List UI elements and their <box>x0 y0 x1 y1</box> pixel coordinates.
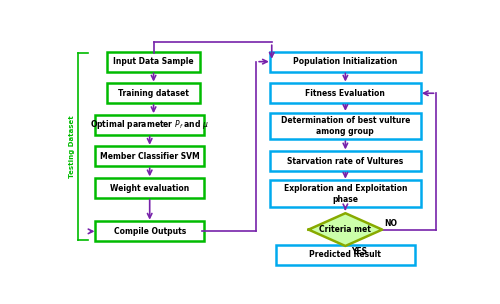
Text: Predicted Result: Predicted Result <box>310 250 382 259</box>
Text: Determination of best vulture
among group: Determination of best vulture among grou… <box>280 116 410 136</box>
Text: Weight evaluation: Weight evaluation <box>110 184 190 192</box>
FancyBboxPatch shape <box>96 221 204 241</box>
Text: Compile Outputs: Compile Outputs <box>114 227 186 236</box>
Text: Member Classifier SVM: Member Classifier SVM <box>100 152 200 161</box>
FancyBboxPatch shape <box>96 115 204 135</box>
FancyBboxPatch shape <box>96 178 204 198</box>
Text: Criteria met: Criteria met <box>320 225 372 234</box>
Text: Population Initialization: Population Initialization <box>293 57 398 66</box>
FancyBboxPatch shape <box>270 52 421 72</box>
FancyBboxPatch shape <box>270 112 421 140</box>
Text: Input Data Sample: Input Data Sample <box>113 57 194 66</box>
Text: Starvation rate of Vultures: Starvation rate of Vultures <box>287 157 404 166</box>
FancyBboxPatch shape <box>107 52 200 72</box>
FancyBboxPatch shape <box>270 181 421 207</box>
Text: Exploration and Exploitation
phase: Exploration and Exploitation phase <box>284 184 407 204</box>
FancyBboxPatch shape <box>270 151 421 171</box>
Text: NO: NO <box>384 219 397 228</box>
Text: YES: YES <box>351 247 367 256</box>
FancyBboxPatch shape <box>270 83 421 103</box>
Text: Fitness Evaluation: Fitness Evaluation <box>306 89 386 98</box>
Polygon shape <box>308 213 382 246</box>
Text: Testing Dataset: Testing Dataset <box>69 115 75 178</box>
FancyBboxPatch shape <box>276 245 415 265</box>
FancyBboxPatch shape <box>107 83 200 103</box>
Text: Training dataset: Training dataset <box>118 89 189 98</box>
FancyBboxPatch shape <box>96 147 204 166</box>
Text: Optimal parameter $P_f$ and $\mu$: Optimal parameter $P_f$ and $\mu$ <box>90 118 209 131</box>
